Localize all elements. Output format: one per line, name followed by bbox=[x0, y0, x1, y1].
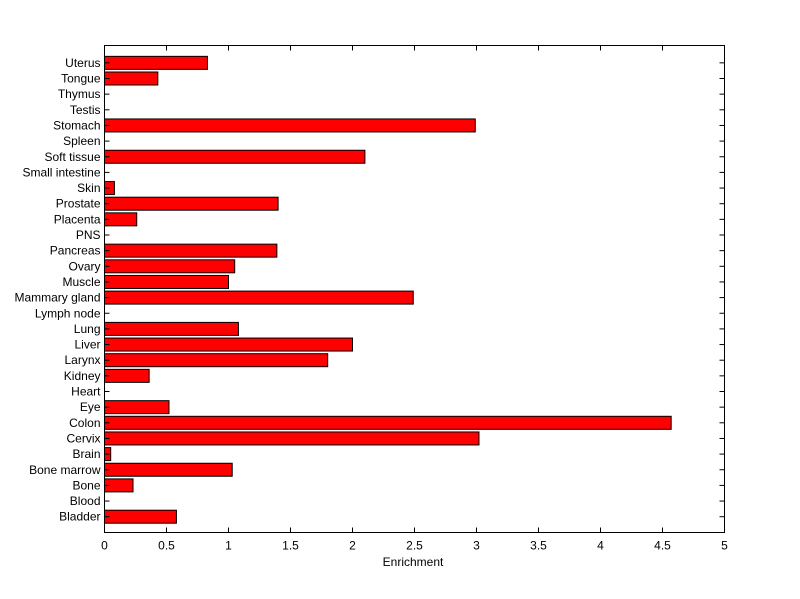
y-tick-label: Thymus bbox=[58, 87, 101, 101]
y-tick-label: Placenta bbox=[54, 212, 101, 226]
y-tick-label: Skin bbox=[77, 181, 100, 195]
x-tick-label: 0 bbox=[101, 539, 108, 553]
y-tick-label: Testis bbox=[70, 103, 101, 117]
bar-bone-marrow bbox=[104, 462, 233, 477]
bar-lung bbox=[104, 321, 239, 336]
x-tick-label: 4 bbox=[597, 539, 604, 553]
bar-muscle bbox=[104, 274, 229, 289]
x-tick-label: 3 bbox=[473, 539, 480, 553]
y-tick-label: Small intestine bbox=[22, 165, 100, 179]
y-tick-label: Soft tissue bbox=[44, 150, 100, 164]
bar-stomach bbox=[104, 118, 476, 133]
x-tick-label: 1 bbox=[225, 539, 232, 553]
bar-uterus bbox=[104, 55, 208, 70]
y-tick-label: Muscle bbox=[62, 275, 100, 289]
bar-colon bbox=[104, 415, 672, 430]
bar-mammary-gland bbox=[104, 290, 414, 305]
bar-bladder bbox=[104, 509, 177, 524]
y-tick-label: Kidney bbox=[64, 369, 101, 383]
y-tick-label: Lung bbox=[74, 322, 101, 336]
x-tick-label: 0.5 bbox=[158, 539, 175, 553]
bars-group bbox=[104, 55, 672, 524]
plot-frame bbox=[104, 45, 725, 533]
bar-cervix bbox=[104, 431, 480, 446]
bar-pancreas bbox=[104, 243, 278, 258]
y-tick-label: Colon bbox=[69, 416, 100, 430]
x-tick-label: 3.5 bbox=[530, 539, 547, 553]
y-tick-label: Lymph node bbox=[35, 306, 101, 320]
y-tick-label: Mammary gland bbox=[14, 291, 100, 305]
bar-eye bbox=[104, 400, 170, 415]
bar-larynx bbox=[104, 353, 329, 368]
y-tick-label: Spleen bbox=[63, 134, 100, 148]
bar-liver bbox=[104, 337, 353, 352]
y-tick-label: Larynx bbox=[64, 353, 100, 367]
x-axis-label: Enrichment bbox=[383, 555, 444, 569]
y-tick-label: Ovary bbox=[68, 259, 100, 273]
x-tick-label: 2 bbox=[349, 539, 356, 553]
y-tick-label: Eye bbox=[80, 400, 101, 414]
bar-soft-tissue bbox=[104, 149, 366, 164]
y-tick-label: Tongue bbox=[61, 72, 101, 86]
y-tick-label: Bone marrow bbox=[29, 463, 101, 477]
y-tick-label: Prostate bbox=[56, 197, 101, 211]
bar-prostate bbox=[104, 196, 279, 211]
bar-ovary bbox=[104, 259, 236, 274]
y-tick-label: Uterus bbox=[65, 56, 100, 70]
bar-tongue bbox=[104, 71, 159, 86]
x-tick-label: 1.5 bbox=[282, 539, 299, 553]
y-tick-label: Cervix bbox=[66, 431, 100, 445]
y-tick-label: PNS bbox=[76, 228, 101, 242]
x-tick-label: 4.5 bbox=[654, 539, 671, 553]
y-tick-label: Brain bbox=[72, 447, 100, 461]
y-tick-label: Bone bbox=[72, 478, 100, 492]
y-tick-label: Pancreas bbox=[50, 244, 101, 258]
y-tick-label: Heart bbox=[71, 385, 101, 399]
x-tick-label: 2.5 bbox=[406, 539, 423, 553]
y-tick-label: Stomach bbox=[53, 118, 100, 132]
y-tick-label: Blood bbox=[70, 494, 101, 508]
y-tick-label: Bladder bbox=[59, 510, 100, 524]
y-tick-label: Liver bbox=[74, 338, 100, 352]
bar-kidney bbox=[104, 368, 150, 383]
x-tick-label: 5 bbox=[721, 539, 728, 553]
